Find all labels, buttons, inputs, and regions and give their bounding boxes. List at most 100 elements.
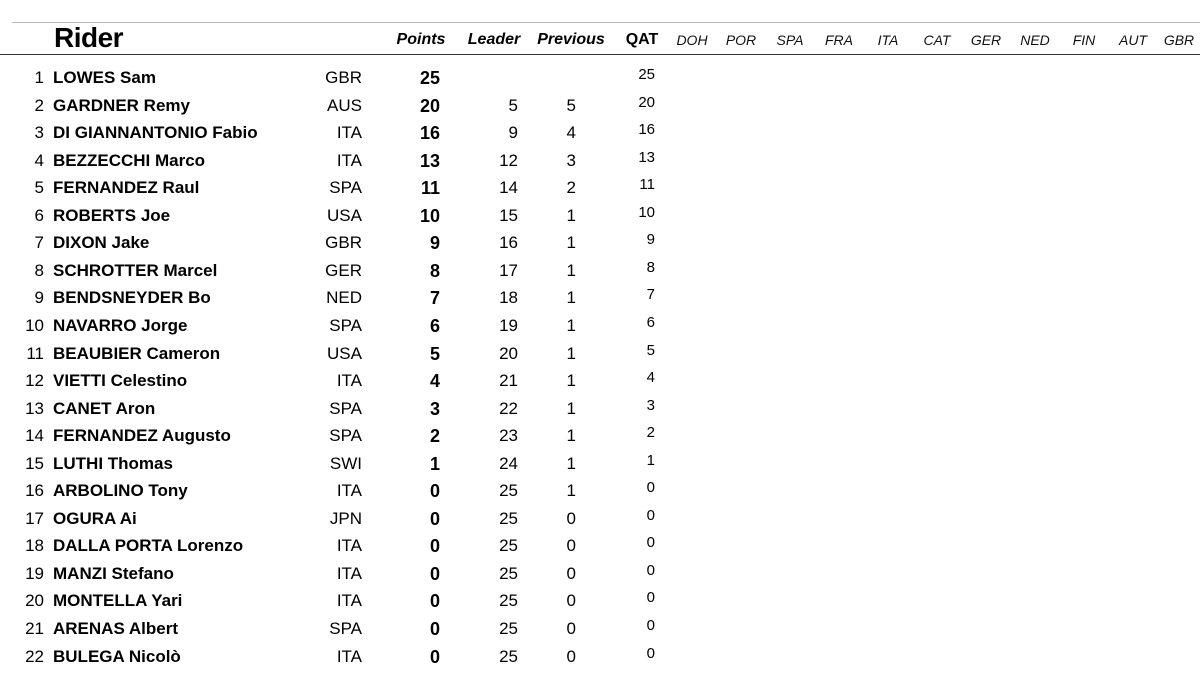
rider-points: 10 bbox=[419, 205, 440, 226]
header-rider: Rider bbox=[54, 22, 124, 53]
rider-position: 2 bbox=[34, 95, 44, 115]
rider-nation: GBR bbox=[325, 68, 362, 87]
rider-position: 20 bbox=[25, 591, 44, 611]
gap-to-previous: 2 bbox=[566, 178, 576, 198]
round-points-qat: 2 bbox=[646, 424, 655, 442]
header-round: SPA bbox=[776, 32, 804, 48]
rider-position: 21 bbox=[25, 619, 44, 638]
header-round: DOH bbox=[676, 32, 708, 48]
gap-to-previous: 1 bbox=[566, 260, 576, 280]
gap-to-leader: 18 bbox=[499, 288, 518, 308]
header-previous: Previous bbox=[537, 31, 605, 48]
table-row: 8 SCHROTTER Marcel GER 8 17 1 8 bbox=[0, 259, 1200, 287]
gap-to-leader: 22 bbox=[499, 398, 518, 418]
rider-position: 10 bbox=[25, 315, 44, 335]
header-leader: Leader bbox=[467, 31, 521, 48]
rider-name: BEZZECCHI Marco bbox=[53, 150, 206, 170]
rider-position: 18 bbox=[25, 536, 44, 556]
rider-points: 8 bbox=[429, 260, 440, 281]
rider-name: GARDNER Remy bbox=[53, 95, 190, 115]
gap-to-previous: 4 bbox=[566, 123, 576, 143]
round-points-qat: 13 bbox=[638, 148, 655, 166]
gap-to-previous: 1 bbox=[566, 426, 576, 446]
rider-position: 6 bbox=[34, 205, 44, 225]
rider-points: 2 bbox=[429, 426, 440, 447]
table-row: 18 DALLA PORTA Lorenzo ITA 0 25 0 0 bbox=[0, 534, 1200, 562]
gap-to-previous: 0 bbox=[566, 536, 576, 556]
table-row: 6 ROBERTS Joe USA 10 15 1 10 bbox=[0, 204, 1200, 232]
rider-points: 0 bbox=[429, 619, 440, 639]
rider-points: 3 bbox=[429, 398, 440, 419]
table-row: 7 DIXON Jake GBR 9 16 1 9 bbox=[0, 231, 1200, 259]
rider-nation: SPA bbox=[329, 315, 362, 335]
rider-position: 8 bbox=[34, 260, 44, 280]
gap-to-previous: 0 bbox=[566, 646, 576, 666]
gap-to-leader: 25 bbox=[499, 563, 518, 583]
rider-nation: SPA bbox=[329, 619, 362, 638]
rider-name: VIETTI Celestino bbox=[53, 371, 188, 391]
gap-to-previous: 0 bbox=[566, 563, 576, 583]
rider-position: 17 bbox=[25, 508, 44, 528]
round-points-qat: 16 bbox=[638, 121, 655, 139]
rider-nation: AUS bbox=[327, 95, 362, 115]
rider-nation: USA bbox=[327, 205, 362, 225]
rider-position: 4 bbox=[34, 150, 44, 170]
rider-nation: ITA bbox=[336, 646, 362, 666]
rider-points: 6 bbox=[429, 315, 440, 336]
gap-to-leader: 17 bbox=[499, 260, 518, 280]
table-row: 16 ARBOLINO Tony ITA 0 25 1 0 bbox=[0, 479, 1200, 507]
rider-nation: ITA bbox=[336, 536, 362, 556]
round-points-qat: 0 bbox=[646, 589, 655, 607]
round-points-qat: 9 bbox=[646, 231, 655, 249]
rider-name: CANET Aron bbox=[53, 398, 156, 418]
gap-to-leader: 23 bbox=[499, 426, 518, 446]
gap-to-leader: 15 bbox=[499, 205, 518, 225]
header-round: GBR bbox=[1163, 32, 1195, 48]
round-points-qat: 0 bbox=[646, 644, 655, 662]
rider-name: ARENAS Albert bbox=[53, 619, 178, 638]
rider-position: 11 bbox=[26, 343, 44, 363]
rider-name: SCHROTTER Marcel bbox=[53, 260, 218, 280]
rider-points: 0 bbox=[429, 508, 440, 529]
rider-points: 13 bbox=[419, 150, 440, 171]
table-row: 11 BEAUBIER Cameron USA 5 20 1 5 bbox=[0, 342, 1200, 370]
gap-to-previous: 1 bbox=[566, 343, 576, 363]
gap-to-leader: 9 bbox=[508, 123, 518, 143]
rider-name: LOWES Sam bbox=[53, 68, 156, 87]
rider-nation: GBR bbox=[325, 233, 362, 253]
rider-points: 0 bbox=[429, 646, 440, 667]
rider-points: 0 bbox=[429, 481, 440, 502]
table-row: 17 OGURA Ai JPN 0 25 0 0 bbox=[0, 507, 1200, 535]
header-round: POR bbox=[725, 32, 757, 48]
round-points-qat: 1 bbox=[646, 451, 655, 469]
round-points-qat: 10 bbox=[638, 203, 655, 221]
rider-position: 3 bbox=[34, 123, 44, 143]
gap-to-leader: 20 bbox=[499, 343, 518, 363]
gap-to-previous: 3 bbox=[566, 150, 576, 170]
rider-nation: SWI bbox=[329, 453, 362, 473]
rider-points: 0 bbox=[429, 563, 440, 584]
gap-to-leader: 14 bbox=[499, 178, 518, 198]
round-points-qat: 4 bbox=[646, 369, 655, 387]
gap-to-previous: 1 bbox=[566, 205, 576, 225]
rider-nation: ITA bbox=[336, 563, 362, 583]
rider-nation: SPA bbox=[329, 426, 362, 446]
rider-name: OGURA Ai bbox=[53, 508, 137, 528]
gap-to-leader: 25 bbox=[499, 619, 518, 638]
gap-to-leader: 19 bbox=[499, 315, 518, 335]
rider-nation: JPN bbox=[329, 508, 362, 528]
rider-points: 1 bbox=[429, 453, 440, 474]
rider-name: MONTELLA Yari bbox=[53, 591, 183, 611]
header-round: ITA bbox=[877, 32, 899, 48]
rider-position: 19 bbox=[25, 563, 44, 583]
table-row: 20 MONTELLA Yari ITA 0 25 0 0 bbox=[0, 589, 1200, 617]
table-row: 21 ARENAS Albert SPA 0 25 0 0 bbox=[0, 617, 1200, 645]
standings-header: Rider Points Leader Previous QAT DOH POR… bbox=[0, 22, 1200, 55]
rider-position: 7 bbox=[34, 233, 44, 253]
rider-name: MANZI Stefano bbox=[53, 563, 174, 583]
rider-points: 0 bbox=[429, 591, 440, 612]
rider-position: 13 bbox=[25, 398, 44, 418]
rider-points: 16 bbox=[419, 123, 440, 144]
rider-position: 9 bbox=[34, 288, 44, 308]
table-row: 22 BULEGA Nicolò ITA 0 25 0 0 bbox=[0, 645, 1200, 673]
